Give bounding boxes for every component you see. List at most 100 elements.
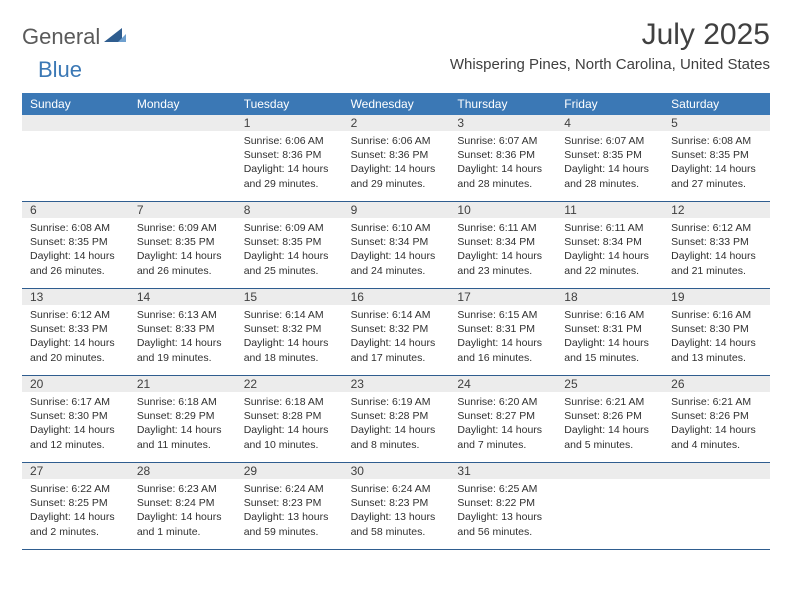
day-number-row: 17 bbox=[449, 289, 556, 305]
day-line: Sunset: 8:26 PM bbox=[671, 409, 762, 423]
day-number-row bbox=[556, 463, 663, 479]
calendar-day: 5Sunrise: 6:08 AMSunset: 8:35 PMDaylight… bbox=[663, 115, 770, 201]
day-number-row: 3 bbox=[449, 115, 556, 131]
calendar: Sunday Monday Tuesday Wednesday Thursday… bbox=[22, 93, 770, 550]
day-number-row: 11 bbox=[556, 202, 663, 218]
day-line: and 19 minutes. bbox=[137, 351, 228, 365]
day-number: 12 bbox=[663, 202, 770, 218]
day-number-row: 2 bbox=[343, 115, 450, 131]
day-line: and 28 minutes. bbox=[457, 177, 548, 191]
day-line: and 25 minutes. bbox=[244, 264, 335, 278]
day-body bbox=[556, 479, 663, 529]
logo-text-general: General bbox=[22, 24, 100, 50]
day-line: Daylight: 14 hours bbox=[244, 423, 335, 437]
day-body: Sunrise: 6:23 AMSunset: 8:24 PMDaylight:… bbox=[129, 479, 236, 545]
day-number: 18 bbox=[556, 289, 663, 305]
calendar-day: 28Sunrise: 6:23 AMSunset: 8:24 PMDayligh… bbox=[129, 463, 236, 549]
calendar-day: 30Sunrise: 6:24 AMSunset: 8:23 PMDayligh… bbox=[343, 463, 450, 549]
day-header-wed: Wednesday bbox=[343, 93, 450, 115]
day-line: Sunset: 8:28 PM bbox=[244, 409, 335, 423]
day-line: and 10 minutes. bbox=[244, 438, 335, 452]
day-number: 30 bbox=[343, 463, 450, 479]
day-body: Sunrise: 6:18 AMSunset: 8:28 PMDaylight:… bbox=[236, 392, 343, 458]
day-body: Sunrise: 6:18 AMSunset: 8:29 PMDaylight:… bbox=[129, 392, 236, 458]
day-line: and 58 minutes. bbox=[351, 525, 442, 539]
day-line: Sunset: 8:26 PM bbox=[564, 409, 655, 423]
day-number-row: 14 bbox=[129, 289, 236, 305]
calendar-day: 13Sunrise: 6:12 AMSunset: 8:33 PMDayligh… bbox=[22, 289, 129, 375]
day-number-row: 5 bbox=[663, 115, 770, 131]
day-number-row: 27 bbox=[22, 463, 129, 479]
day-body: Sunrise: 6:15 AMSunset: 8:31 PMDaylight:… bbox=[449, 305, 556, 371]
day-line: Sunset: 8:35 PM bbox=[30, 235, 121, 249]
day-line: Sunrise: 6:08 AM bbox=[671, 134, 762, 148]
day-number-row: 7 bbox=[129, 202, 236, 218]
day-line: Sunrise: 6:19 AM bbox=[351, 395, 442, 409]
day-number-row bbox=[129, 115, 236, 131]
day-number-row: 30 bbox=[343, 463, 450, 479]
day-line: Sunset: 8:35 PM bbox=[137, 235, 228, 249]
day-number: 27 bbox=[22, 463, 129, 479]
day-line: Daylight: 14 hours bbox=[351, 249, 442, 263]
day-number bbox=[556, 463, 663, 465]
day-line: Sunrise: 6:10 AM bbox=[351, 221, 442, 235]
day-header-sun: Sunday bbox=[22, 93, 129, 115]
day-body: Sunrise: 6:21 AMSunset: 8:26 PMDaylight:… bbox=[663, 392, 770, 458]
day-number-row bbox=[22, 115, 129, 131]
month-title: July 2025 bbox=[450, 18, 770, 52]
day-body: Sunrise: 6:24 AMSunset: 8:23 PMDaylight:… bbox=[236, 479, 343, 545]
day-line: Daylight: 13 hours bbox=[244, 510, 335, 524]
calendar-week: 20Sunrise: 6:17 AMSunset: 8:30 PMDayligh… bbox=[22, 376, 770, 463]
day-body: Sunrise: 6:08 AMSunset: 8:35 PMDaylight:… bbox=[22, 218, 129, 284]
day-line: Sunrise: 6:22 AM bbox=[30, 482, 121, 496]
day-line: Daylight: 14 hours bbox=[671, 162, 762, 176]
day-body: Sunrise: 6:24 AMSunset: 8:23 PMDaylight:… bbox=[343, 479, 450, 545]
day-body: Sunrise: 6:22 AMSunset: 8:25 PMDaylight:… bbox=[22, 479, 129, 545]
day-line: Sunrise: 6:18 AM bbox=[137, 395, 228, 409]
day-line: and 17 minutes. bbox=[351, 351, 442, 365]
day-line: Daylight: 14 hours bbox=[671, 336, 762, 350]
day-body: Sunrise: 6:07 AMSunset: 8:36 PMDaylight:… bbox=[449, 131, 556, 197]
day-line: and 26 minutes. bbox=[137, 264, 228, 278]
day-line: and 18 minutes. bbox=[244, 351, 335, 365]
day-number-row: 13 bbox=[22, 289, 129, 305]
day-number: 29 bbox=[236, 463, 343, 479]
day-body: Sunrise: 6:06 AMSunset: 8:36 PMDaylight:… bbox=[236, 131, 343, 197]
day-line: Sunrise: 6:21 AM bbox=[564, 395, 655, 409]
calendar-day: 21Sunrise: 6:18 AMSunset: 8:29 PMDayligh… bbox=[129, 376, 236, 462]
day-line: and 1 minute. bbox=[137, 525, 228, 539]
day-number-row: 25 bbox=[556, 376, 663, 392]
day-line: Sunrise: 6:13 AM bbox=[137, 308, 228, 322]
day-line: and 7 minutes. bbox=[457, 438, 548, 452]
calendar-day: 15Sunrise: 6:14 AMSunset: 8:32 PMDayligh… bbox=[236, 289, 343, 375]
calendar-day: 23Sunrise: 6:19 AMSunset: 8:28 PMDayligh… bbox=[343, 376, 450, 462]
day-line: Daylight: 14 hours bbox=[457, 162, 548, 176]
day-line: Daylight: 14 hours bbox=[564, 249, 655, 263]
day-number: 9 bbox=[343, 202, 450, 218]
title-block: July 2025 Whispering Pines, North Caroli… bbox=[450, 18, 770, 73]
day-line: Daylight: 14 hours bbox=[137, 249, 228, 263]
calendar-day: 26Sunrise: 6:21 AMSunset: 8:26 PMDayligh… bbox=[663, 376, 770, 462]
calendar-day: 10Sunrise: 6:11 AMSunset: 8:34 PMDayligh… bbox=[449, 202, 556, 288]
day-number-row: 9 bbox=[343, 202, 450, 218]
day-number-row: 10 bbox=[449, 202, 556, 218]
day-number: 16 bbox=[343, 289, 450, 305]
day-number bbox=[129, 115, 236, 117]
day-line: Sunrise: 6:06 AM bbox=[351, 134, 442, 148]
day-line: Sunset: 8:30 PM bbox=[671, 322, 762, 336]
day-line: Sunrise: 6:16 AM bbox=[564, 308, 655, 322]
day-body: Sunrise: 6:06 AMSunset: 8:36 PMDaylight:… bbox=[343, 131, 450, 197]
calendar-day: 29Sunrise: 6:24 AMSunset: 8:23 PMDayligh… bbox=[236, 463, 343, 549]
day-line: Sunrise: 6:16 AM bbox=[671, 308, 762, 322]
day-header-tue: Tuesday bbox=[236, 93, 343, 115]
day-line: Sunrise: 6:07 AM bbox=[457, 134, 548, 148]
day-line: Daylight: 13 hours bbox=[457, 510, 548, 524]
day-header-thu: Thursday bbox=[449, 93, 556, 115]
day-line: and 15 minutes. bbox=[564, 351, 655, 365]
day-line: Daylight: 14 hours bbox=[564, 336, 655, 350]
day-line: and 2 minutes. bbox=[30, 525, 121, 539]
day-line: Sunrise: 6:12 AM bbox=[30, 308, 121, 322]
day-body: Sunrise: 6:20 AMSunset: 8:27 PMDaylight:… bbox=[449, 392, 556, 458]
day-line: and 29 minutes. bbox=[351, 177, 442, 191]
calendar-day: 18Sunrise: 6:16 AMSunset: 8:31 PMDayligh… bbox=[556, 289, 663, 375]
